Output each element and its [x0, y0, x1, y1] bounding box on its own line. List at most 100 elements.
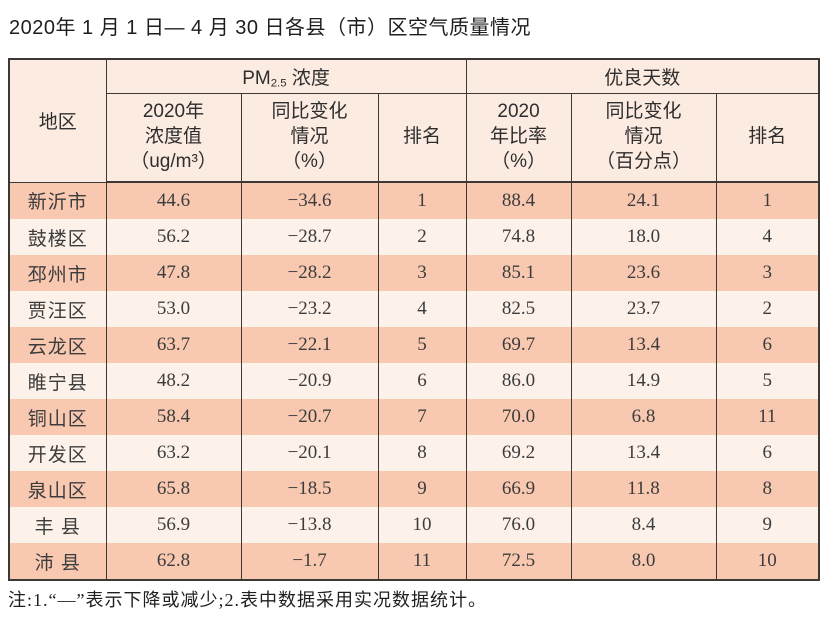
region-cell: 新沂市 [8, 182, 107, 219]
region-cell: 鼓楼区 [8, 219, 107, 255]
footnote: 注:1.“—”表示下降或减少;2.表中数据采用实况数据统计。 [8, 590, 487, 610]
good-ratio-cell: 72.5 [465, 543, 572, 580]
header-good-ratio: 2020 年比率 （%） [465, 93, 572, 183]
good-change-cell: 14.9 [570, 363, 717, 399]
pm-change-cell: −20.1 [240, 435, 379, 471]
region-cell: 开发区 [8, 435, 107, 471]
table-row: 开发区 63.2 −20.1 8 69.2 13.4 6 [8, 435, 820, 471]
good-change-cell: 8.4 [570, 507, 717, 543]
table-row: 沛 县 62.8 −1.7 11 72.5 8.0 10 [8, 543, 820, 580]
good-change-cell: 8.0 [570, 543, 717, 580]
region-cell: 邳州市 [8, 255, 107, 291]
table-row: 泉山区 65.8 −18.5 9 66.9 11.8 8 [8, 471, 820, 507]
pm-rank-cell: 3 [377, 255, 467, 291]
table-header: 地区 PM2.5 浓度 优良天数 2020年 浓度值 （ug/m³） 同比变化 … [8, 59, 820, 183]
table-body: 新沂市 44.6 −34.6 1 88.4 24.1 1 鼓楼区 56.2 −28.7 2 74.8 1… [8, 182, 820, 580]
header-good-change: 同比变化 情况 （百分点） [570, 93, 717, 183]
pm-change-cell: −20.7 [240, 399, 379, 435]
region-cell: 贾汪区 [8, 291, 107, 327]
pm-value-cell: 62.8 [105, 543, 242, 580]
region-cell: 铜山区 [8, 399, 107, 435]
pm-value-cell: 53.0 [105, 291, 242, 327]
table-row: 新沂市 44.6 −34.6 1 88.4 24.1 1 [8, 182, 820, 219]
good-ratio-cell: 74.8 [465, 219, 572, 255]
table-row: 铜山区 58.4 −20.7 7 70.0 6.8 11 [8, 399, 820, 435]
table-row: 邳州市 47.8 −28.2 3 85.1 23.6 3 [8, 255, 820, 291]
good-change-cell: 23.7 [570, 291, 717, 327]
pm-change-cell: −28.2 [240, 255, 379, 291]
table-row: 鼓楼区 56.2 −28.7 2 74.8 18.0 4 [8, 219, 820, 255]
header-pm-rank: 排名 [377, 93, 467, 183]
page-title: 2020年 1 月 1 日— 4 月 30 日各县（市）区空气质量情况 [9, 17, 532, 39]
header-pm-value: 2020年 浓度值 （ug/m³） [105, 93, 242, 183]
pm-value-cell: 56.2 [105, 219, 242, 255]
good-ratio-cell: 70.0 [465, 399, 572, 435]
air-quality-table: 地区 PM2.5 浓度 优良天数 2020年 浓度值 （ug/m³） 同比变化 … [8, 58, 821, 581]
pm-value-cell: 63.7 [105, 327, 242, 363]
pm-value-cell: 48.2 [105, 363, 242, 399]
header-pm-change: 同比变化 情况 （%） [240, 93, 379, 183]
pm-rank-cell: 1 [377, 182, 467, 219]
table-row: 云龙区 63.7 −22.1 5 69.7 13.4 6 [8, 327, 820, 363]
good-rank-cell: 6 [715, 327, 820, 363]
pm-change-cell: −34.6 [240, 182, 379, 219]
header-region: 地区 [8, 59, 107, 183]
pm-value-cell: 65.8 [105, 471, 242, 507]
good-rank-cell: 2 [715, 291, 820, 327]
pm-rank-cell: 11 [377, 543, 467, 580]
pm-rank-cell: 5 [377, 327, 467, 363]
good-ratio-cell: 76.0 [465, 507, 572, 543]
pm-change-cell: −23.2 [240, 291, 379, 327]
header-pm25-group: PM2.5 浓度 [105, 59, 467, 94]
pm-concentration-label: 浓度 [286, 68, 330, 89]
pm-value-cell: 63.2 [105, 435, 242, 471]
pm-rank-cell: 4 [377, 291, 467, 327]
region-cell: 丰 县 [8, 507, 107, 543]
good-change-cell: 6.8 [570, 399, 717, 435]
pm-change-cell: −20.9 [240, 363, 379, 399]
pm-subscript: 2.5 [270, 77, 287, 90]
pm-rank-cell: 7 [377, 399, 467, 435]
good-ratio-cell: 88.4 [465, 182, 572, 219]
pm-change-cell: −13.8 [240, 507, 379, 543]
good-rank-cell: 9 [715, 507, 820, 543]
good-ratio-cell: 82.5 [465, 291, 572, 327]
good-rank-cell: 5 [715, 363, 820, 399]
pm-value-cell: 58.4 [105, 399, 242, 435]
header-good-rank: 排名 [715, 93, 820, 183]
good-ratio-cell: 85.1 [465, 255, 572, 291]
good-change-cell: 23.6 [570, 255, 717, 291]
good-rank-cell: 3 [715, 255, 820, 291]
pm-rank-cell: 9 [377, 471, 467, 507]
table-row: 睢宁县 48.2 −20.9 6 86.0 14.9 5 [8, 363, 820, 399]
pm-label: PM [242, 68, 271, 89]
pm-value-cell: 56.9 [105, 507, 242, 543]
pm-value-cell: 47.8 [105, 255, 242, 291]
table-row: 丰 县 56.9 −13.8 10 76.0 8.4 9 [8, 507, 820, 543]
pm-rank-cell: 8 [377, 435, 467, 471]
pm-change-cell: −18.5 [240, 471, 379, 507]
good-change-cell: 11.8 [570, 471, 717, 507]
good-rank-cell: 10 [715, 543, 820, 580]
table-row: 贾汪区 53.0 −23.2 4 82.5 23.7 2 [8, 291, 820, 327]
header-good-days-group: 优良天数 [465, 59, 820, 94]
region-cell: 泉山区 [8, 471, 107, 507]
good-rank-cell: 1 [715, 182, 820, 219]
good-rank-cell: 8 [715, 471, 820, 507]
region-cell: 沛 县 [8, 543, 107, 580]
good-ratio-cell: 66.9 [465, 471, 572, 507]
good-change-cell: 18.0 [570, 219, 717, 255]
pm-rank-cell: 6 [377, 363, 467, 399]
region-cell: 睢宁县 [8, 363, 107, 399]
pm-change-cell: −28.7 [240, 219, 379, 255]
good-rank-cell: 6 [715, 435, 820, 471]
pm-rank-cell: 10 [377, 507, 467, 543]
pm-value-cell: 44.6 [105, 182, 242, 219]
pm-change-cell: −22.1 [240, 327, 379, 363]
pm-rank-cell: 2 [377, 219, 467, 255]
good-change-cell: 13.4 [570, 327, 717, 363]
good-rank-cell: 11 [715, 399, 820, 435]
good-ratio-cell: 69.2 [465, 435, 572, 471]
good-change-cell: 24.1 [570, 182, 717, 219]
